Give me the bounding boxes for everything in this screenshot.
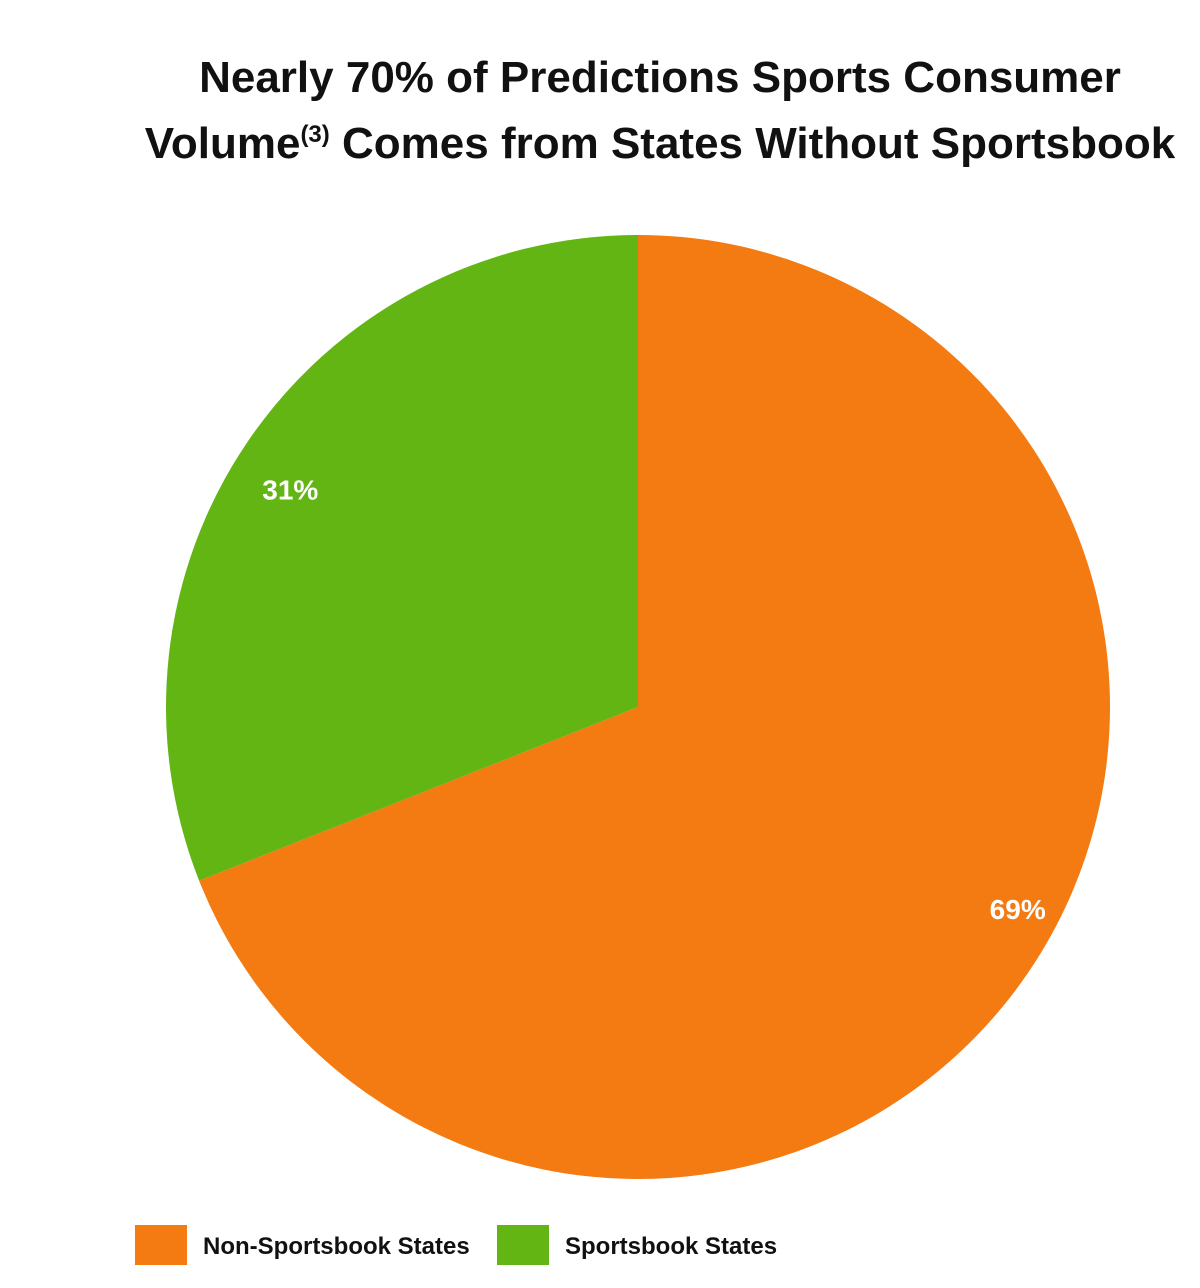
legend: Non-Sportsbook States Sportsbook States	[135, 1225, 777, 1265]
chart-title: Nearly 70% of Predictions Sports Consume…	[145, 53, 1176, 168]
chart-title-line-1: Nearly 70% of Predictions Sports Consume…	[199, 53, 1121, 102]
chart-title-line-2: Volume(3) Comes from States Without Spor…	[145, 119, 1176, 168]
chart-title-line-2-start: Volume	[145, 119, 301, 168]
legend-label: Sportsbook States	[565, 1233, 777, 1260]
legend-swatch	[497, 1225, 549, 1265]
legend-label: Non-Sportsbook States	[203, 1233, 470, 1260]
chart-title-line-2-end: Comes from States Without Sportsbook	[330, 119, 1176, 168]
legend-item: Non-Sportsbook States	[135, 1225, 470, 1265]
legend-item: Sportsbook States	[497, 1225, 777, 1265]
chart-title-footnote: (3)	[300, 121, 329, 148]
pie-data-label: 31%	[262, 475, 318, 506]
pie-data-label: 69%	[990, 894, 1046, 925]
legend-swatch	[135, 1225, 187, 1265]
pie: 69% 31%	[166, 235, 1111, 1179]
pie-slice-sportsbook-states	[166, 235, 638, 881]
pie-slice-non-sportsbook-states	[199, 235, 1111, 1179]
